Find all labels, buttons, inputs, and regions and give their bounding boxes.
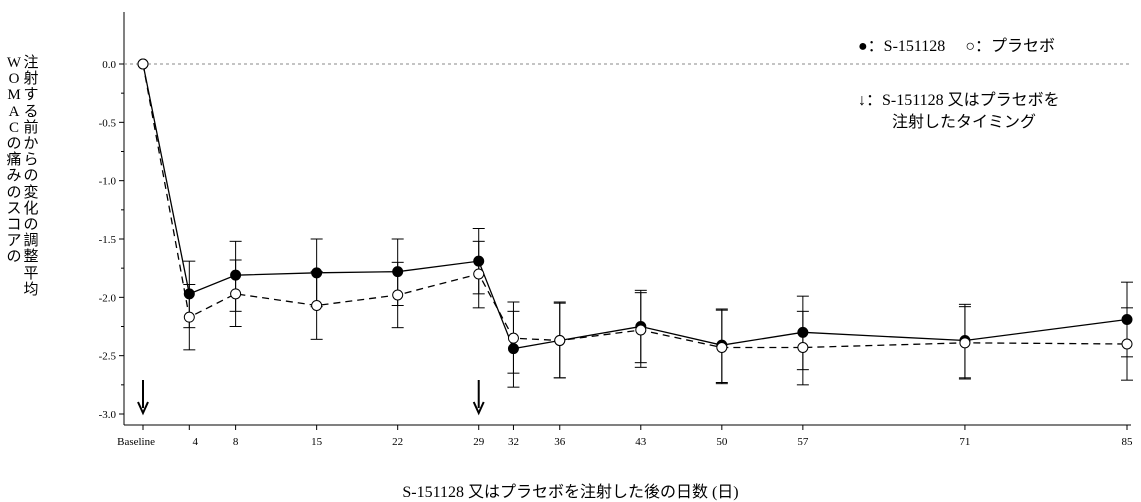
data-point-placebo: [1121, 338, 1133, 350]
x-tick-label: 4: [193, 436, 199, 448]
y-axis-label-part1: WOMACの痛みのスコアの: [6, 55, 22, 266]
x-axis-title: S-151128 又はプラセボを注射した後の日数 (日): [402, 484, 739, 501]
data-point-placebo: [507, 332, 519, 344]
data-point-placebo: [716, 342, 728, 353]
legend-label-placebo: ：プラセボ: [974, 38, 1055, 55]
down-arrow-icon: ↓: [858, 92, 866, 109]
filled-circle-icon: ●: [858, 38, 868, 55]
legend-label-s151128: ：S-151128: [867, 38, 946, 55]
x-tick-label: 85: [1122, 436, 1134, 448]
open-circle-icon: ○: [965, 38, 975, 55]
x-tick-label: 36: [554, 436, 566, 448]
y-tick-label: -0.5: [99, 117, 117, 129]
x-tick-label: 22: [392, 436, 403, 448]
x-tick-label: 32: [508, 436, 519, 448]
y-tick-label: -2.0: [99, 292, 117, 304]
data-point-placebo: [311, 300, 323, 311]
x-tick-label: 57: [797, 436, 809, 448]
data-point-placebo: [230, 288, 242, 300]
x-tick-label: 50: [716, 436, 728, 448]
data-point-placebo: [392, 289, 404, 301]
x-tick-label: 8: [233, 436, 239, 448]
data-point-placebo: [635, 324, 647, 336]
injection-arrow-head: [137, 401, 149, 416]
y-tick-label: -1.0: [99, 176, 117, 188]
y-tick-label: -2.5: [99, 351, 117, 363]
legend-injection-line1: ：S-151128 又はプラセボを: [866, 92, 1060, 109]
x-tick-label: 15: [311, 436, 323, 448]
y-tick-label: -3.0: [99, 409, 117, 421]
y-tick-label: -1.5: [99, 234, 117, 246]
data-point-placebo: [137, 58, 149, 70]
x-tick-label: 71: [959, 436, 970, 448]
injection-arrow-head: [472, 401, 485, 416]
x-tick-label: 29: [473, 436, 485, 448]
data-point-placebo: [183, 311, 195, 323]
data-point-placebo: [797, 342, 809, 353]
legend-injection-timing: ↓：S-151128 又はプラセボを: [858, 86, 1060, 110]
legend-injection-line2: 注射したタイミング: [892, 114, 1037, 131]
data-point-placebo: [959, 337, 971, 349]
x-tick-label: 43: [635, 436, 647, 448]
data-point-placebo: [473, 268, 485, 280]
y-tick-label: 0.0: [102, 59, 116, 71]
x-tick-label: Baseline: [117, 436, 155, 448]
legend-series-s151128: ●：S-151128 ○：プラセボ: [858, 32, 1055, 56]
y-axis-label-part2: 注射する前からの変化の調整平均: [23, 55, 39, 298]
data-point-placebo: [554, 335, 566, 346]
